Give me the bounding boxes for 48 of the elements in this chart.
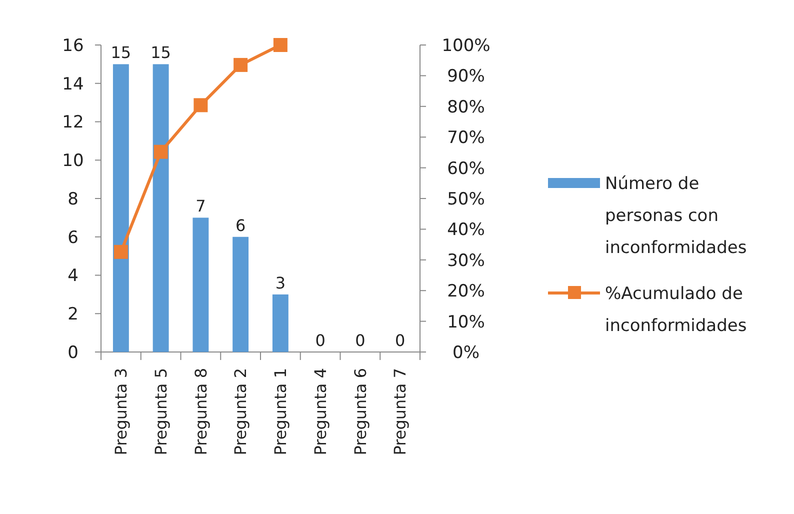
y2-tick-label: 60% bbox=[447, 158, 485, 179]
x-tick-label: Pregunta 6 bbox=[350, 368, 370, 456]
bar bbox=[272, 294, 288, 352]
x-tick-label: Pregunta 5 bbox=[151, 368, 170, 456]
data-label: 15 bbox=[150, 43, 171, 62]
y2-tick-label: 10% bbox=[447, 312, 485, 332]
data-label: 0 bbox=[394, 331, 406, 350]
y-tick-label: 6 bbox=[68, 228, 78, 248]
point bbox=[273, 38, 288, 52]
point bbox=[194, 98, 208, 112]
y2-tick-label: 80% bbox=[447, 97, 485, 118]
y2-tick-label: 30% bbox=[447, 250, 485, 271]
legend-label: Número de personas con inconformidades bbox=[605, 174, 747, 258]
point bbox=[154, 144, 168, 159]
data-label: 0 bbox=[315, 331, 326, 350]
y2-tick-label: 100% bbox=[442, 36, 490, 56]
x-tick-label: Pregunta 2 bbox=[231, 368, 250, 456]
point bbox=[234, 58, 248, 72]
y2-tick-label: 90% bbox=[447, 66, 485, 87]
y-tick-label: 8 bbox=[68, 189, 78, 210]
data-label: 15 bbox=[110, 43, 132, 62]
y2-tick-label: 70% bbox=[447, 128, 485, 148]
x-tick-label: Pregunta 8 bbox=[191, 368, 210, 456]
y2-tick-label: 0% bbox=[452, 342, 480, 363]
y-tick-label: 10 bbox=[62, 151, 84, 172]
point bbox=[114, 244, 128, 259]
y-tick-label: 0 bbox=[68, 342, 78, 363]
y-tick-label: 12 bbox=[62, 112, 84, 133]
y-tick-label: 16 bbox=[62, 36, 84, 56]
data-label: 0 bbox=[355, 331, 366, 350]
y2-tick-label: 50% bbox=[447, 189, 485, 210]
y-tick-label: 4 bbox=[68, 266, 78, 286]
data-label: 6 bbox=[235, 216, 246, 235]
x-tick-label: Pregunta 7 bbox=[390, 368, 410, 456]
y-tick-label: 2 bbox=[68, 304, 78, 325]
x-tick-label: Pregunta 3 bbox=[112, 368, 131, 456]
x-tick-label: Pregunta 4 bbox=[310, 368, 330, 456]
y2-tick-label: 20% bbox=[447, 282, 485, 302]
legend-label: %Acumulado de inconformidades bbox=[605, 284, 747, 336]
data-label: 3 bbox=[275, 273, 286, 292]
x-tick-label: Pregunta 1 bbox=[271, 368, 290, 456]
bar bbox=[192, 218, 209, 352]
bar bbox=[112, 64, 129, 352]
y2-tick-label: 40% bbox=[447, 220, 485, 240]
bar bbox=[152, 64, 169, 352]
bar bbox=[232, 236, 249, 352]
data-label: 7 bbox=[196, 196, 206, 216]
y-tick-label: 14 bbox=[62, 74, 84, 94]
